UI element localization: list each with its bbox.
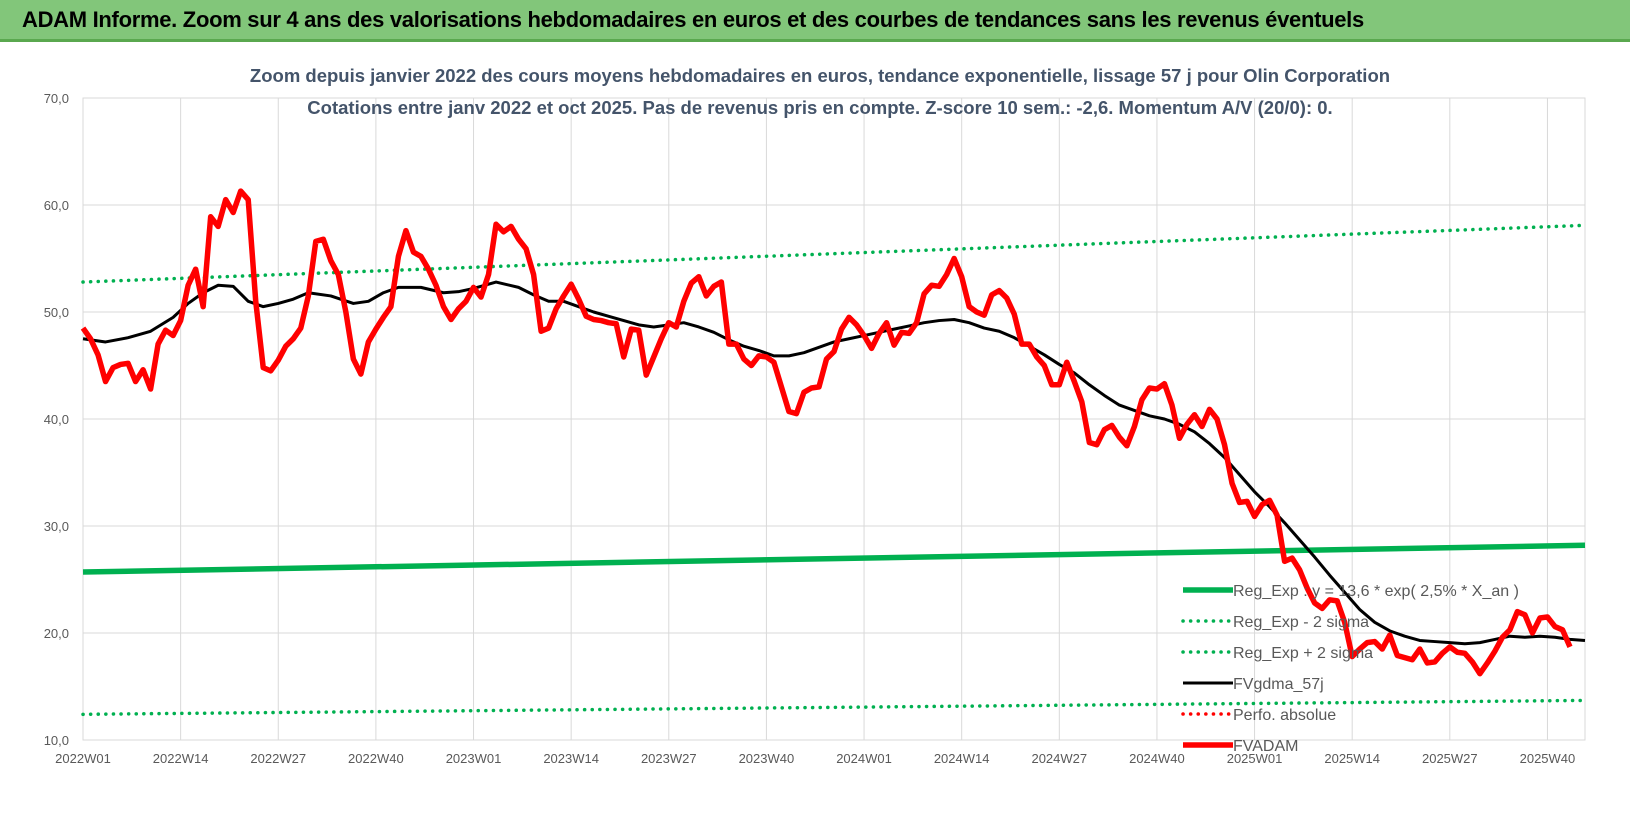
- y-tick-label: 60,0: [44, 198, 69, 213]
- x-tick-label: 2023W27: [641, 751, 697, 766]
- plot-area: [82, 97, 1586, 741]
- series-line-2: [81, 223, 1587, 284]
- x-tick-label: 2022W27: [250, 751, 306, 766]
- chart-frame: 10,0 20,0 30,0 40,0 50,0 60,0 70,0 2022W01 2022W…: [0, 42, 1630, 815]
- y-tick-label: 50,0: [44, 305, 69, 320]
- series-line-1: [81, 698, 1587, 717]
- legend-label: Reg_Exp : y = 13,6 * exp( 2,5% * X_an ): [1233, 583, 1519, 600]
- legend: Reg_Exp : y = 13,6 * exp( 2,5% * X_an ) R…: [1181, 583, 1519, 755]
- legend-label: FVgdma_57j: [1233, 676, 1324, 693]
- x-tick-label: 2023W40: [739, 751, 795, 766]
- x-tick-label: 2024W14: [934, 751, 990, 766]
- y-tick-label: 40,0: [44, 412, 69, 427]
- series-line-5: [80, 188, 1573, 677]
- x-tick-label: 2025W40: [1520, 751, 1576, 766]
- y-tick-label: 20,0: [44, 626, 69, 641]
- x-tick-label: 2024W01: [836, 751, 892, 766]
- report-header: ADAM Informe. Zoom sur 4 ans des valoris…: [0, 0, 1630, 42]
- legend-label: Reg_Exp + 2 sigma: [1233, 645, 1373, 662]
- x-tick-label: 2025W27: [1422, 751, 1478, 766]
- series-lines: [80, 188, 1587, 717]
- x-tick-label: 2022W01: [55, 751, 111, 766]
- chart-subtitle: Cotations entre janv 2022 et oct 2025. P…: [307, 97, 1332, 118]
- price-chart: 10,0 20,0 30,0 40,0 50,0 60,0 70,0 2022W01 2022W…: [44, 65, 1587, 766]
- legend-label: Reg_Exp - 2 sigma: [1233, 614, 1369, 631]
- y-tick-label: 10,0: [44, 733, 69, 748]
- x-tick-label: 2022W14: [153, 751, 209, 766]
- x-tick-label: 2023W01: [446, 751, 502, 766]
- x-tick-label: 2023W14: [543, 751, 599, 766]
- chart-title: Zoom depuis janvier 2022 des cours moyen…: [250, 65, 1390, 86]
- series-line-0: [82, 542, 1586, 575]
- axes: 10,0 20,0 30,0 40,0 50,0 60,0 70,0 2022W01 2022W…: [44, 91, 1576, 766]
- legend-label: Perfo. absolue: [1233, 707, 1336, 724]
- report-title: ADAM Informe. Zoom sur 4 ans des valoris…: [22, 7, 1364, 32]
- x-tick-label: 2022W40: [348, 751, 404, 766]
- y-tick-label: 30,0: [44, 519, 69, 534]
- x-tick-label: 2024W40: [1129, 751, 1185, 766]
- x-tick-label: 2025W14: [1324, 751, 1380, 766]
- legend-label: FVADAM: [1233, 738, 1298, 755]
- x-tick-label: 2024W27: [1031, 751, 1087, 766]
- gridlines: [82, 97, 1586, 741]
- x-tick-label: 2025W01: [1227, 751, 1283, 766]
- chart-titles: Zoom depuis janvier 2022 des cours moyen…: [250, 65, 1390, 118]
- series-line-3: [82, 280, 1586, 646]
- y-tick-label: 70,0: [44, 91, 69, 106]
